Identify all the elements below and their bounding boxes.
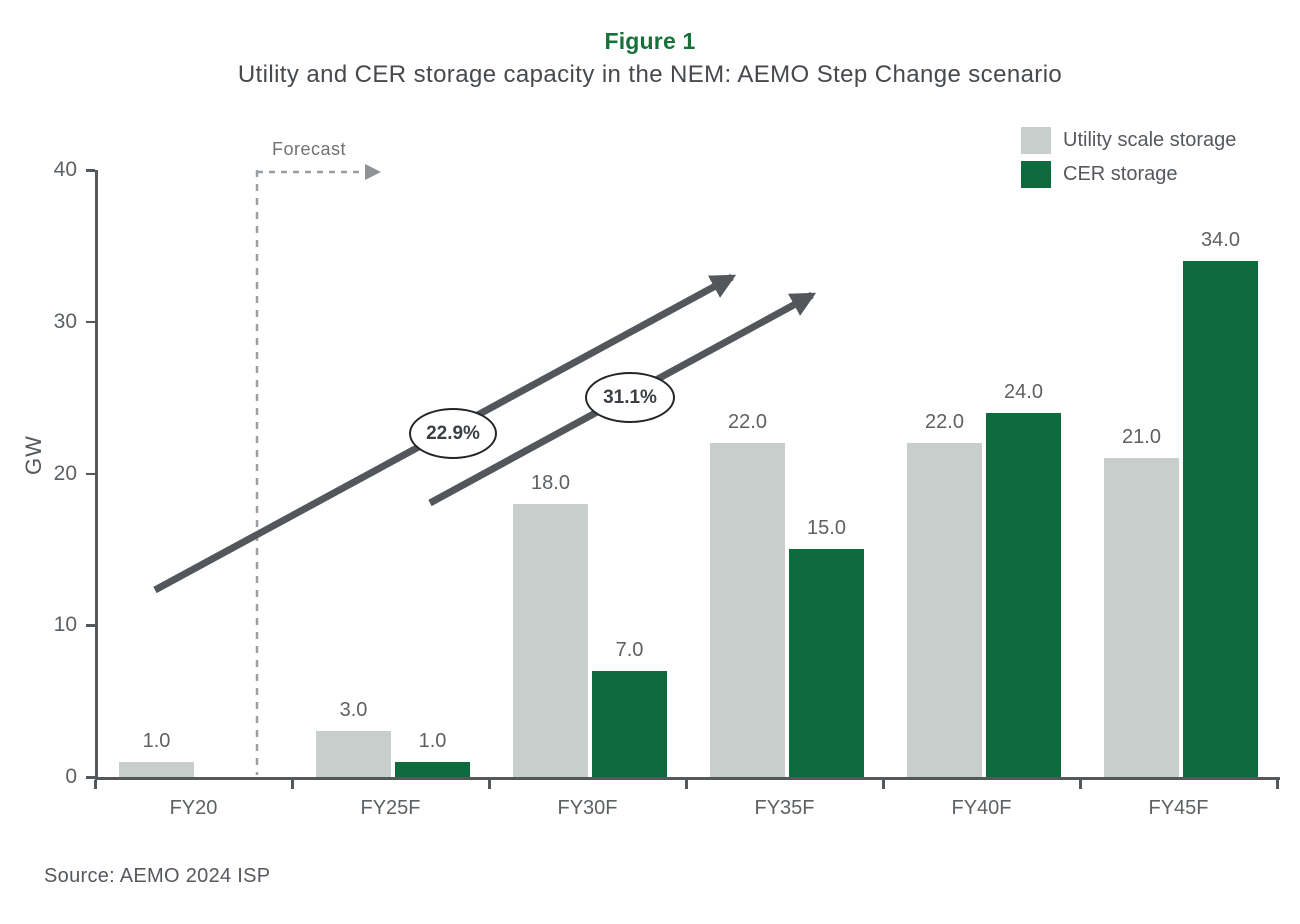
bar-value-label: 22.0 (925, 411, 964, 434)
x-category-label: FY30F (557, 797, 618, 819)
bar-value-label: 34.0 (1201, 229, 1240, 252)
figure-label: Figure 1 (604, 28, 696, 54)
chart-title: Utility and CER storage capacity in the … (237, 61, 1063, 88)
bar-utility-FY20 (119, 761, 194, 777)
legend-label-utility: Utility scale storage (1063, 129, 1237, 151)
y-tick (86, 776, 95, 779)
x-axis-line (95, 777, 1280, 780)
x-tick (291, 779, 294, 789)
y-tick (86, 624, 95, 627)
x-category-label: FY35F (754, 797, 815, 819)
legend-label-cer: CER storage (1063, 163, 1178, 185)
bar-value-label: 7.0 (615, 638, 644, 661)
y-tick (86, 169, 95, 172)
x-category-label: FY45F (1148, 797, 1209, 819)
y-tick (86, 320, 95, 324)
x-tick (882, 779, 885, 789)
cer-storage-swatch (1021, 161, 1051, 188)
bar-value-label: 1.0 (142, 729, 171, 752)
legend-item-cer: CER storage (1021, 161, 1236, 188)
growth-badge-utility: 22.9% (409, 408, 497, 459)
bar-cer-FY40F (986, 412, 1061, 777)
x-tick (488, 779, 491, 789)
x-category-label: FY25F (360, 797, 421, 819)
bar-value-label: 22.0 (728, 411, 767, 434)
bar-value-label: 1.0 (418, 729, 447, 752)
y-tick-label: 30 (53, 309, 77, 333)
legend: Utility scale storage CER storage (1021, 127, 1236, 188)
bar-value-label: 24.0 (1004, 380, 1043, 403)
x-tick (94, 779, 97, 789)
bar-utility-FY45F (1104, 458, 1179, 777)
x-tick (685, 779, 688, 789)
y-tick (86, 472, 95, 475)
bar-cer-FY35F (789, 549, 864, 777)
bar-utility-FY30F (513, 503, 588, 777)
bar-utility-FY35F (710, 443, 785, 777)
y-tick-label: 40 (53, 158, 77, 181)
bar-value-label: 3.0 (339, 699, 368, 722)
x-tick (1276, 779, 1279, 789)
bar-value-label: 21.0 (1122, 426, 1161, 449)
x-tick (1079, 779, 1082, 789)
bar-value-label: 15.0 (807, 517, 846, 540)
bar-value-label: 18.0 (531, 471, 570, 494)
y-tick-label: 10 (53, 613, 77, 637)
y-tick-label: 20 (53, 461, 77, 485)
forecast-label: Forecast (272, 139, 347, 159)
growth-badge-cer: 31.1% (585, 372, 675, 423)
bar-cer-FY30F (592, 670, 667, 777)
x-category-label: FY20 (169, 797, 218, 819)
utility-storage-swatch (1021, 127, 1051, 154)
bar-cer-FY25F (395, 761, 470, 777)
bar-utility-FY25F (316, 731, 391, 777)
legend-item-utility: Utility scale storage (1021, 127, 1236, 154)
y-axis-line (95, 170, 98, 780)
source-note: Source: AEMO 2024 ISP (44, 865, 271, 887)
y-tick-label: 0 (65, 765, 77, 788)
bar-utility-FY40F (907, 443, 982, 777)
x-category-label: FY40F (951, 797, 1012, 819)
bar-cer-FY45F (1183, 261, 1258, 777)
